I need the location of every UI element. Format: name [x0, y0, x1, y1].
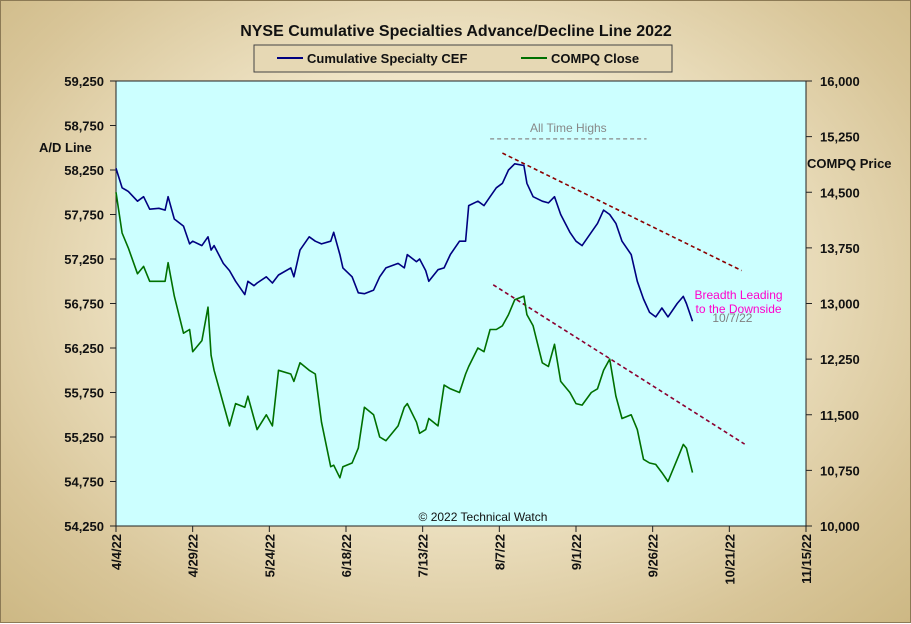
series-layer	[115, 163, 694, 483]
y-right-tick-label: 11,500	[820, 408, 859, 423]
y-right-tick-label: 13,750	[820, 241, 860, 256]
series-line-compq	[115, 192, 694, 483]
chart-title: NYSE Cumulative Specialties Advance/Decl…	[240, 23, 672, 40]
x-tick-label: 4/4/22	[109, 534, 124, 570]
y-right-tick-label: 13,000	[820, 297, 860, 312]
y-axis-right-label: COMPQ Price	[807, 156, 892, 171]
y-axis-right-ticks: 10,000 10,750 11,500 12,250 13,000 13,750 14,5…	[806, 74, 860, 534]
legend-label-ad-line: Cumulative Specialty CEF	[307, 51, 467, 66]
legend-label-compq: COMPQ Close	[551, 51, 639, 66]
y-left-tick-label: 58,250	[64, 163, 104, 178]
downtrend-line	[492, 284, 746, 445]
x-tick-label: 10/21/22	[722, 534, 737, 585]
all-time-highs-label: All Time Highs	[530, 121, 607, 135]
x-tick-label: 6/18/22	[339, 534, 354, 577]
y-right-tick-label: 16,000	[820, 74, 860, 89]
x-tick-label: 8/7/22	[492, 534, 507, 570]
y-axis-left-ticks: 54,250 54,750 55,250 55,750 56,250 56,750 57,2…	[64, 74, 116, 534]
breadth-annotation-line: Breadth Leading	[694, 288, 782, 302]
x-tick-label: 11/15/22	[799, 534, 814, 584]
y-axis-left-label: A/D Line	[39, 140, 92, 155]
breadth-annotation-line: to the Downside	[696, 302, 782, 316]
x-tick-label: 7/13/22	[416, 534, 431, 577]
y-left-tick-label: 57,750	[64, 208, 104, 223]
copyright-note: © 2022 Technical Watch	[419, 510, 548, 524]
y-right-tick-label: 10,000	[820, 519, 860, 534]
y-left-tick-label: 54,750	[64, 475, 104, 490]
x-tick-label: 9/26/22	[646, 534, 661, 577]
y-left-tick-label: 56,250	[64, 341, 104, 356]
y-left-tick-label: 58,750	[64, 119, 104, 134]
series-line-ad-line	[115, 163, 694, 322]
y-left-tick-label: 57,250	[64, 252, 104, 267]
y-right-tick-label: 15,250	[820, 130, 860, 145]
y-left-tick-label: 54,250	[64, 519, 104, 534]
y-left-tick-label: 56,750	[64, 297, 104, 312]
downtrend-line	[502, 152, 742, 272]
x-tick-label: 4/29/22	[186, 534, 201, 577]
y-left-tick-label: 55,750	[64, 386, 104, 401]
y-right-tick-label: 14,500	[820, 185, 860, 200]
plot-area	[115, 80, 807, 527]
y-left-tick-label: 55,250	[64, 430, 104, 445]
legend-box	[253, 44, 673, 73]
legend: Cumulative Specialty CEF COMPQ Close	[253, 44, 673, 73]
y-right-tick-label: 12,250	[820, 352, 860, 367]
x-tick-label: 5/24/22	[262, 534, 277, 577]
y-right-tick-label: 10,750	[820, 463, 860, 478]
x-axis-ticks: 4/4/22 4/29/22 5/24/22 6/18/22 7/13/22 8/7/22…	[109, 526, 814, 585]
annotation-date-label: 10/7/22	[712, 311, 752, 325]
x-tick-label: 9/1/22	[569, 534, 584, 570]
y-left-tick-label: 59,250	[64, 74, 104, 89]
